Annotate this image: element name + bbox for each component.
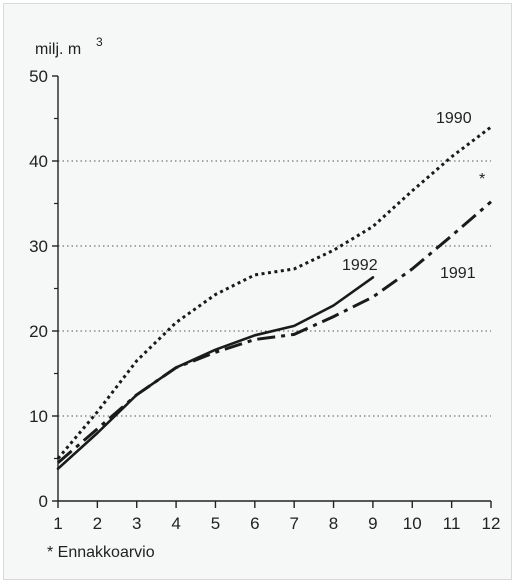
y-tick-label-50: 50 <box>29 67 48 86</box>
series-label-1992: 1992 <box>342 257 378 274</box>
x-tick-label-1: 1 <box>53 514 62 533</box>
y-tick-label-20: 20 <box>29 322 48 341</box>
chart-frame <box>3 3 512 580</box>
y-axis-unit: milj. m <box>35 41 81 58</box>
x-tick-label-7: 7 <box>289 514 298 533</box>
y-tick-label-10: 10 <box>29 407 48 426</box>
series-line-1992 <box>56 276 375 471</box>
x-tick-label-9: 9 <box>368 514 377 533</box>
y-axis-unit-exponent: 3 <box>96 35 103 49</box>
y-tick-label-0: 0 <box>39 492 48 511</box>
axes <box>57 76 491 502</box>
x-ticks: 1 2 3 4 5 6 7 8 9 10 11 12 <box>53 501 500 533</box>
y-tick-label-40: 40 <box>29 152 48 171</box>
y-tick-label-30: 30 <box>29 237 48 256</box>
series-label-1990: 1990 <box>436 110 472 127</box>
x-tick-label-6: 6 <box>250 514 259 533</box>
series-lines <box>56 125 492 471</box>
series-line-1990 <box>56 125 492 460</box>
x-tick-label-3: 3 <box>132 514 141 533</box>
x-tick-label-4: 4 <box>171 514 180 533</box>
x-tick-label-11: 11 <box>443 514 461 533</box>
estimate-asterisk: * <box>479 171 485 188</box>
x-tick-label-12: 12 <box>482 514 501 533</box>
grid-lines <box>58 160 491 417</box>
x-tick-label-2: 2 <box>93 514 102 533</box>
series-line-1991 <box>57 200 492 464</box>
x-tick-label-5: 5 <box>211 514 220 533</box>
footnote: * Ennakkoarvio <box>47 544 155 561</box>
series-label-1991: 1991 <box>440 265 476 282</box>
x-tick-label-10: 10 <box>403 514 422 533</box>
y-ticks: 0 10 20 30 40 50 <box>29 67 58 511</box>
x-tick-label-8: 8 <box>329 514 338 533</box>
